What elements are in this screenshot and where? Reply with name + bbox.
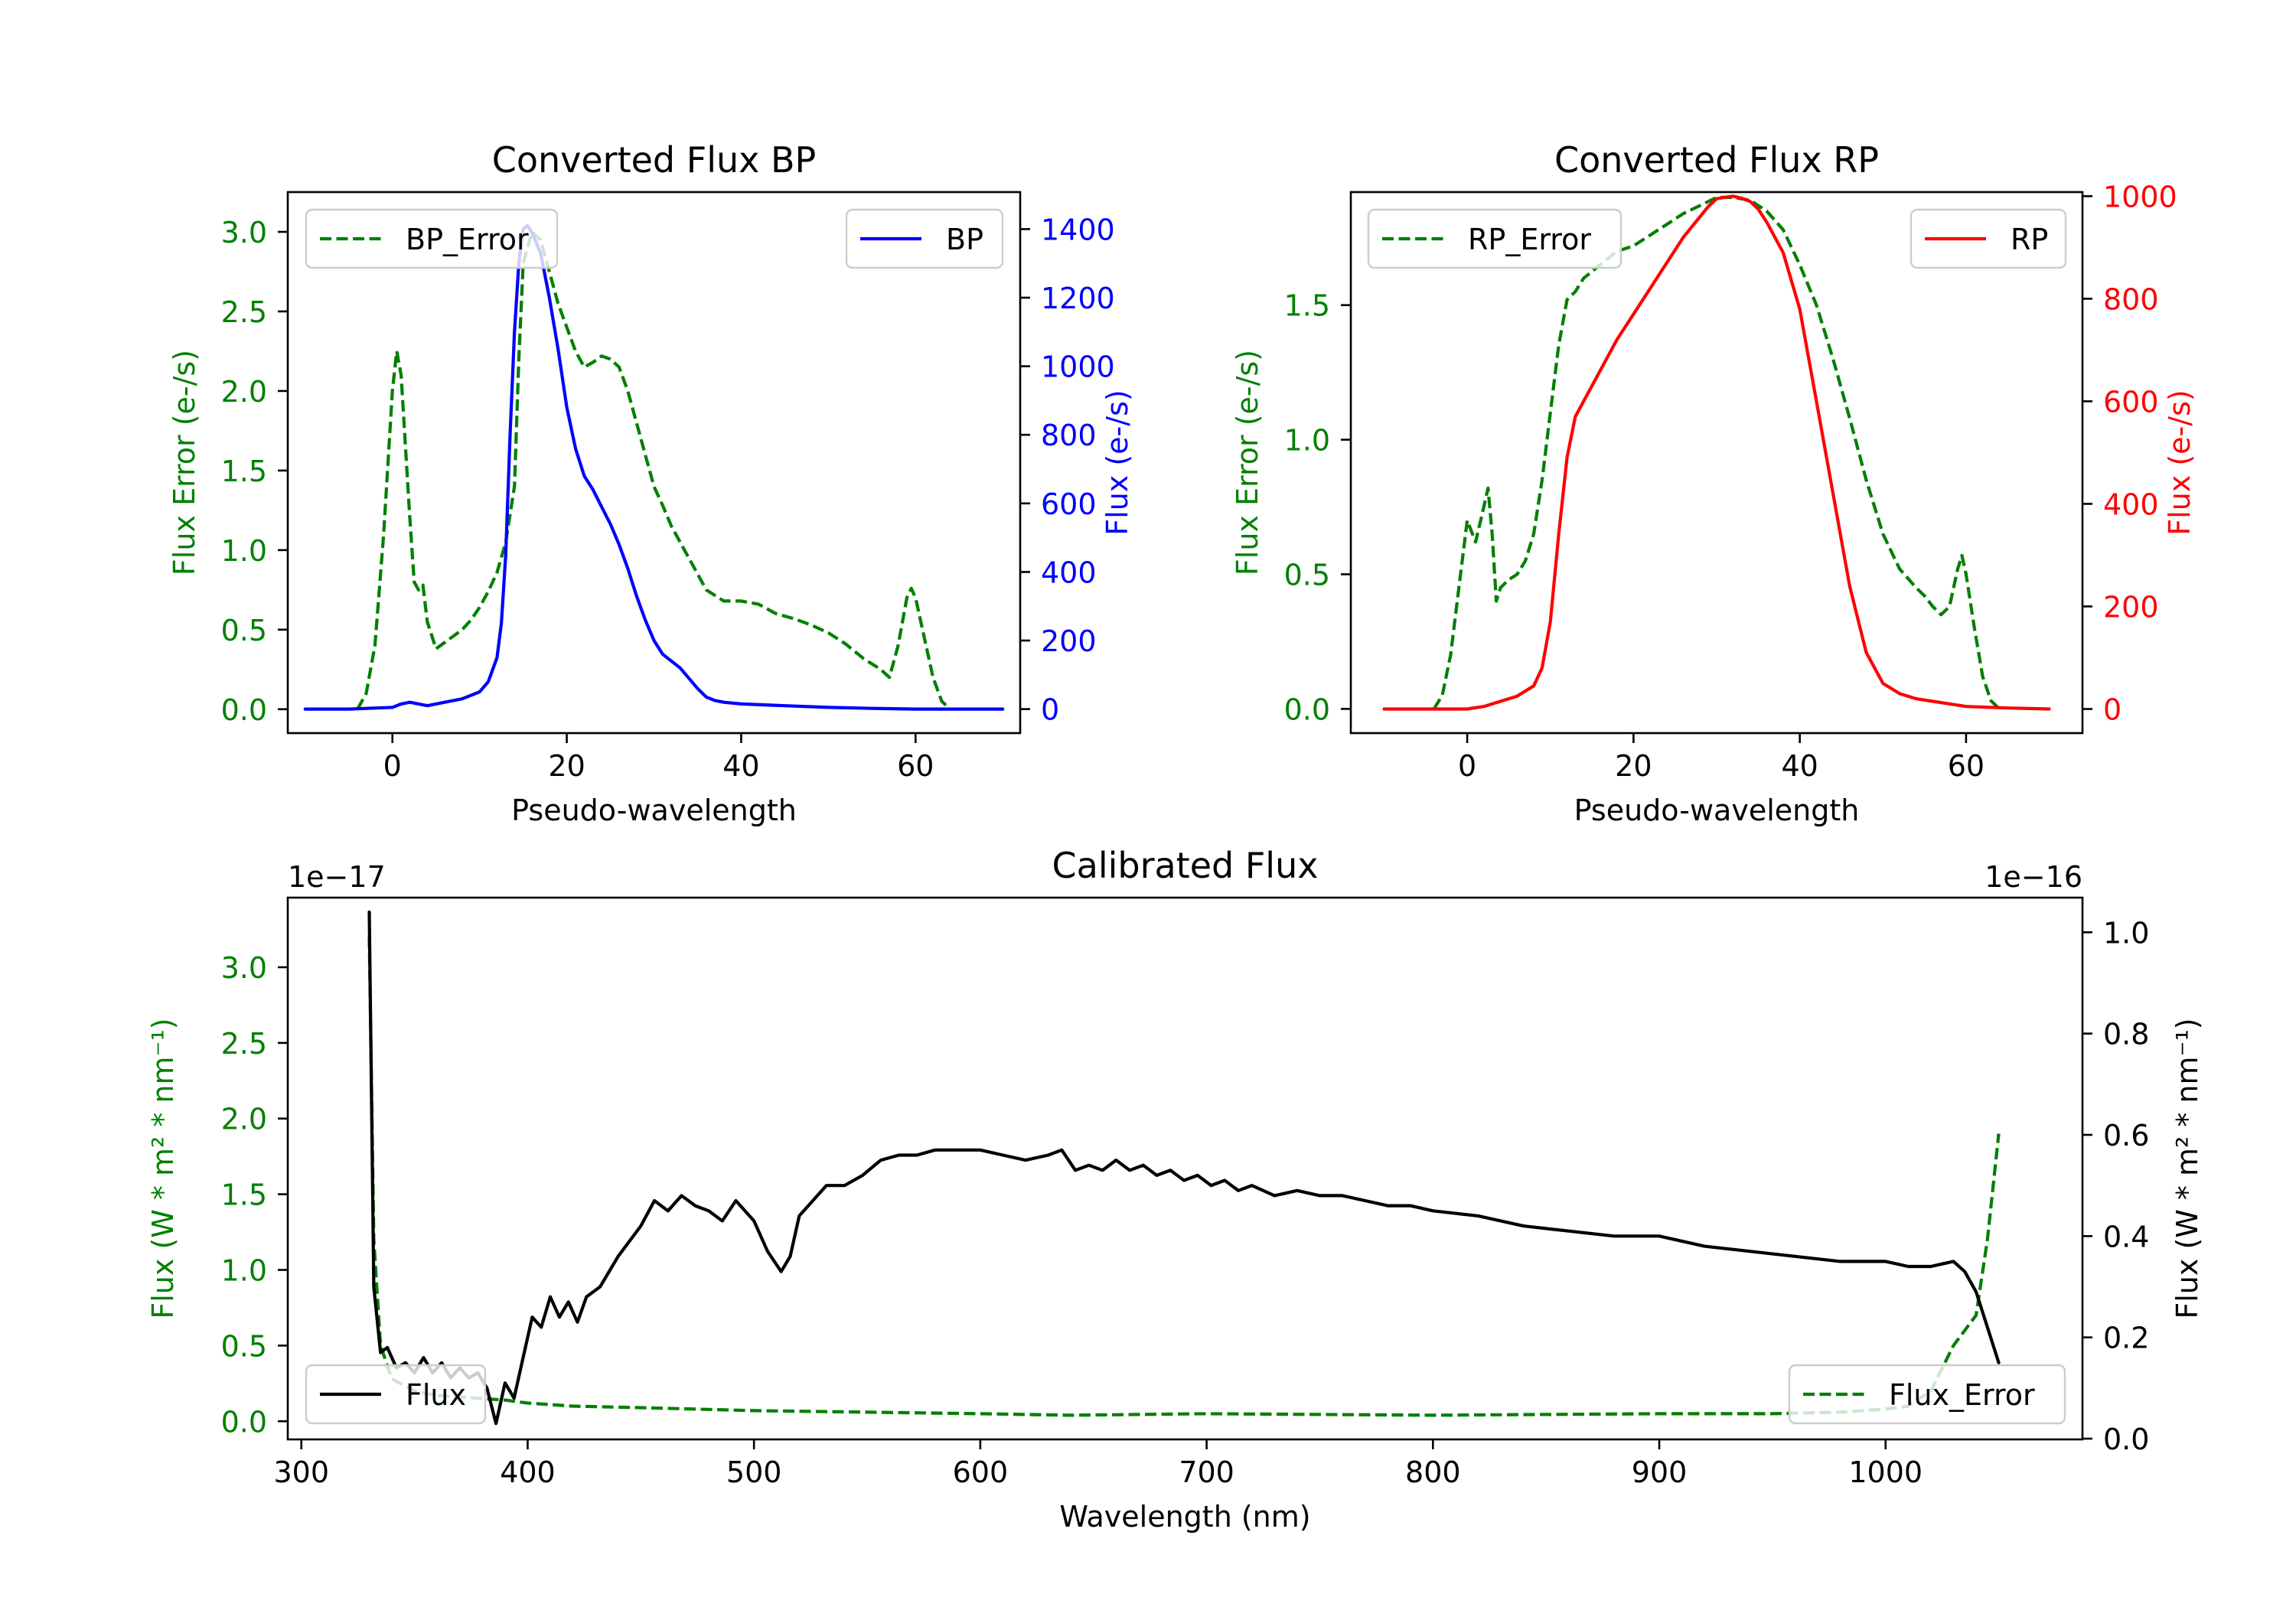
x-tick-label: 0 <box>1458 749 1476 783</box>
y-right-tick-label: 1000 <box>1041 350 1115 384</box>
x-axis-label: Pseudo-wavelength <box>511 794 797 827</box>
legend-box <box>305 208 559 269</box>
chart-title: Calibrated Flux <box>1052 845 1319 886</box>
legend-box <box>1367 208 1623 269</box>
x-tick-label: 40 <box>722 749 759 783</box>
legend-box <box>845 208 1004 269</box>
chart-title: Converted Flux BP <box>492 139 817 181</box>
plot-frame <box>286 896 2084 1441</box>
y-left-tick-label: 1.5 <box>1284 289 1330 323</box>
y-left-tick-label: 1.0 <box>221 1254 267 1288</box>
y-right-tick-label: 600 <box>1041 487 1097 521</box>
legend-right: Flux_Error <box>1788 1364 2066 1425</box>
y-right-tick-label: 0.0 <box>2103 1423 2149 1456</box>
chart-panel-3: 300 400 500 600 700 800 900 1000 0.0 0.5 1.0 1.5 2.0… <box>146 845 2204 1534</box>
x-tick-label: 60 <box>1948 749 1985 783</box>
legend-label: Flux_Error <box>1889 1378 2035 1412</box>
series-line-rp <box>1382 194 2051 711</box>
chart-panel-1: 0 20 40 60 0.0 0.5 1.0 1.5 2.0 2.5 3.0 0 200 400 600 80… <box>168 139 1134 827</box>
y-right-tick-label: 600 <box>2103 385 2159 419</box>
y-right-tick-label: 0.8 <box>2103 1018 2149 1051</box>
y-right-tick-label: 0.4 <box>2103 1220 2149 1253</box>
y-left-tick-label: 0.0 <box>1284 693 1330 726</box>
y-right-tick-label: 1000 <box>2103 180 2177 214</box>
x-tick-label: 60 <box>897 749 934 783</box>
y-right-tick-label: 0.2 <box>2103 1322 2149 1355</box>
y-right-tick-label: 0 <box>1041 693 1059 727</box>
legend-left: BP_Error <box>305 208 559 269</box>
legend-right: BP <box>845 208 1004 269</box>
y-right-axis-label: Flux (e-/s) <box>2163 390 2197 535</box>
x-tick-label: 0 <box>383 749 402 783</box>
y-left-tick-label: 1.0 <box>1284 424 1330 458</box>
y-right-tick-label: 1400 <box>1041 213 1115 246</box>
y-right-tick-label: 0.6 <box>2103 1119 2149 1152</box>
y-left-tick-label: 2.5 <box>221 295 267 329</box>
y-left-axis-label: Flux Error (e-/s) <box>1231 350 1264 575</box>
x-tick-label: 500 <box>726 1455 782 1489</box>
legend-box <box>1788 1364 2066 1425</box>
x-tick-label: 400 <box>500 1455 556 1489</box>
plot-frame <box>1349 191 2084 735</box>
y-right-tick-label: 400 <box>2103 487 2159 521</box>
x-tick-label: 300 <box>273 1455 329 1489</box>
y-right-axis-label: Flux (W * m² * nm⁻¹) <box>2170 1018 2204 1319</box>
y-right-offset-label: 1e−16 <box>1985 860 2082 894</box>
y-left-axis-label: Flux Error (e-/s) <box>168 350 201 575</box>
series-line-rp-error <box>1432 195 2001 710</box>
series-line-flux <box>367 910 2001 1426</box>
legend-left: Flux <box>305 1364 487 1425</box>
x-tick-label: 600 <box>953 1455 1009 1489</box>
y-right-tick-label: 200 <box>1041 624 1097 658</box>
y-left-tick-label: 3.0 <box>221 951 267 985</box>
y-left-tick-label: 3.0 <box>221 216 267 249</box>
x-axis-label: Pseudo-wavelength <box>1574 794 1860 827</box>
y-right-tick-label: 1200 <box>1041 282 1115 315</box>
y-right-axis-label: Flux (e-/s) <box>1101 390 1134 535</box>
legend-label: RP <box>2011 223 2048 256</box>
y-left-tick-label: 0.5 <box>221 614 267 647</box>
y-right-tick-label: 0 <box>2103 693 2122 727</box>
legend-box <box>1910 208 2067 269</box>
x-tick-label: 20 <box>548 749 585 783</box>
y-left-tick-label: 0.0 <box>221 1405 267 1439</box>
series-line-bp-error <box>356 230 952 711</box>
plot-frame <box>286 191 1022 735</box>
y-left-tick-label: 2.5 <box>221 1027 267 1061</box>
legend-right: RP <box>1910 208 2067 269</box>
y-left-axis-label: Flux (W * m² * nm⁻¹) <box>146 1018 180 1319</box>
y-left-tick-label: 2.0 <box>221 1103 267 1136</box>
y-left-tick-label: 0.5 <box>1284 558 1330 592</box>
y-right-tick-label: 400 <box>1041 556 1097 589</box>
y-left-tick-label: 2.0 <box>221 375 267 409</box>
x-tick-label: 40 <box>1781 749 1818 783</box>
legend-label: BP <box>946 223 983 256</box>
y-right-tick-label: 800 <box>1041 419 1097 452</box>
x-tick-label: 900 <box>1632 1455 1688 1489</box>
y-left-tick-label: 0.0 <box>221 693 267 727</box>
legend-left: RP_Error <box>1367 208 1623 269</box>
y-left-offset-label: 1e−17 <box>288 860 386 894</box>
y-left-tick-label: 1.5 <box>221 455 267 488</box>
y-right-tick-label: 1.0 <box>2103 916 2149 950</box>
x-tick-label: 800 <box>1405 1455 1461 1489</box>
x-axis-label: Wavelength (nm) <box>1059 1500 1310 1534</box>
legend-label: BP_Error <box>406 223 529 256</box>
y-right-tick-label: 200 <box>2103 590 2159 624</box>
legend-label: Flux <box>406 1378 466 1412</box>
legend-label: RP_Error <box>1468 223 1591 256</box>
y-right-tick-label: 800 <box>2103 282 2159 316</box>
x-tick-label: 20 <box>1615 749 1652 783</box>
y-left-tick-label: 1.5 <box>221 1178 267 1212</box>
chart-title: Converted Flux RP <box>1554 139 1879 181</box>
chart-panel-2: 0 20 40 60 0.0 0.5 1.0 1.5 0 200 400 600 800 1000 Conv… <box>1231 139 2197 827</box>
y-left-tick-label: 0.5 <box>221 1329 267 1363</box>
series-line-bp <box>303 223 1005 711</box>
x-tick-label: 1000 <box>1848 1455 1923 1489</box>
x-tick-label: 700 <box>1179 1455 1234 1489</box>
y-left-tick-label: 1.0 <box>221 534 267 568</box>
legend-box <box>305 1364 487 1425</box>
